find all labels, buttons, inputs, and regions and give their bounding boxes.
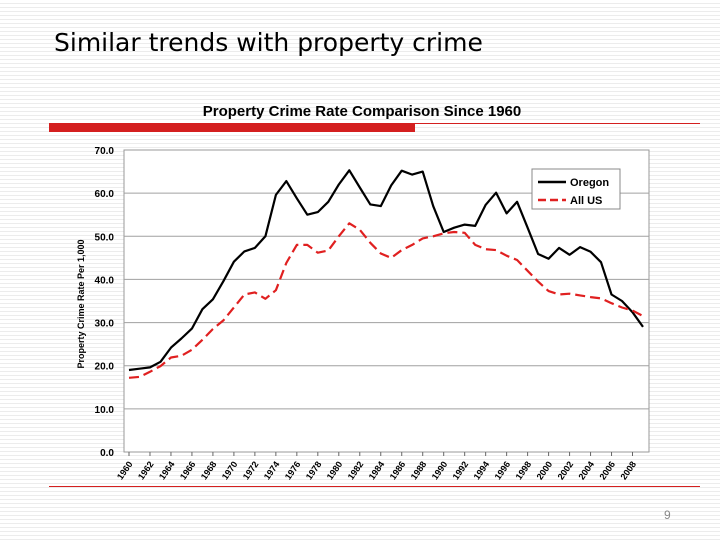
x-tick-label: 1962: [136, 459, 156, 481]
y-tick-label: 10.0: [95, 405, 115, 416]
series-lines: [128, 169, 644, 379]
x-tick-label: 1960: [115, 459, 135, 481]
y-tick-label: 50.0: [95, 232, 115, 243]
y-axis-ticks: 0.0 10.0 20.0 30.0 40.0 50.0 60.0 70.0: [95, 146, 115, 459]
x-tick-label: 2002: [556, 459, 576, 481]
x-tick-label: 1966: [178, 459, 198, 481]
x-tick-label: 1978: [304, 459, 324, 481]
top-divider: [49, 123, 700, 124]
x-tick-label: 1970: [220, 459, 240, 481]
y-tick-label: 40.0: [95, 275, 115, 286]
x-tick-label: 1982: [346, 459, 366, 481]
x-tick-label: 1996: [493, 459, 513, 481]
x-tick-label: 1998: [514, 459, 534, 481]
x-tick-label: 2004: [577, 459, 597, 481]
x-tick-label: 1984: [367, 459, 387, 481]
x-tick-label: 1990: [430, 459, 450, 481]
legend-label-all-us: All US: [570, 195, 602, 207]
x-tick-label: 1994: [472, 459, 492, 481]
x-tick-label: 1988: [409, 459, 429, 481]
x-tick-label: 2000: [535, 459, 555, 481]
x-tick-label: 1992: [451, 459, 471, 481]
x-tick-label: 1974: [262, 459, 282, 481]
y-tick-label: 60.0: [95, 189, 115, 200]
y-tick-label: 30.0: [95, 319, 115, 330]
x-axis-ticks: 1960 1962 1964 1966 1968 1970 1972 1974 1976 1978…: [115, 452, 638, 482]
series-line-oregon: [128, 169, 644, 372]
x-tick-label: 1980: [325, 459, 345, 481]
legend-label-oregon: Oregon: [570, 177, 609, 189]
x-tick-label: 1986: [388, 459, 408, 481]
accent-bar: [49, 123, 415, 132]
x-tick-label: 1972: [241, 459, 261, 481]
chart-title: Property Crime Rate Comparison Since 196…: [203, 103, 521, 120]
x-tick-label: 1964: [157, 459, 177, 481]
bottom-divider: [49, 486, 700, 487]
x-tick-label: 1968: [199, 459, 219, 481]
y-tick-label: 20.0: [95, 362, 115, 373]
legend-box: [531, 168, 621, 210]
x-tick-label: 2006: [597, 459, 617, 481]
slide-title: Similar trends with property crime: [54, 28, 483, 57]
y-tick-label: 0.0: [100, 448, 114, 459]
series-line-all-us: [128, 222, 644, 379]
y-axis-label: Property Crime Rate Per 1,000: [76, 239, 86, 368]
x-tick-label: 1976: [283, 459, 303, 481]
y-tick-label: 70.0: [95, 146, 115, 157]
x-tick-label: 2008: [618, 459, 638, 481]
legend: Oregon All US: [531, 168, 621, 210]
page-number: 9: [664, 508, 671, 522]
